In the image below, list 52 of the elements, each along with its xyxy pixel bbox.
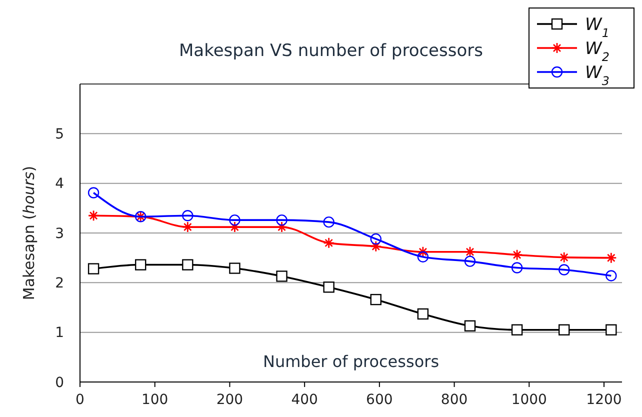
point	[464, 246, 476, 258]
point	[276, 270, 288, 282]
point	[229, 221, 240, 233]
legend-label: W$_{2}$	[585, 38, 610, 64]
point	[417, 308, 429, 320]
point	[229, 262, 240, 274]
point	[323, 237, 335, 249]
point	[88, 210, 100, 222]
y-tick-label: 3	[55, 226, 64, 242]
y-axis-title: Makesapn (hours)	[20, 166, 38, 300]
point	[182, 210, 194, 222]
point	[511, 249, 523, 261]
point	[370, 294, 382, 306]
point	[606, 270, 617, 282]
point	[511, 262, 523, 274]
point	[88, 263, 100, 274]
point	[229, 214, 240, 226]
point	[88, 187, 100, 198]
point	[182, 259, 194, 270]
text: 400	[291, 392, 318, 408]
text: 800	[440, 392, 468, 408]
legend-label: W$_{3}$	[585, 62, 610, 88]
point	[464, 320, 476, 332]
point	[606, 324, 617, 336]
y-tick-label: 0	[55, 374, 64, 391]
text: 1200	[586, 392, 622, 408]
point	[135, 259, 146, 270]
legend-label: W$_{1}$	[585, 14, 610, 40]
text: 1000	[511, 392, 547, 408]
point	[182, 221, 194, 233]
y-tick-label: 5	[55, 126, 64, 143]
point	[276, 214, 288, 226]
y-tick-label: 4	[55, 176, 64, 192]
point	[417, 246, 429, 258]
text: 0	[76, 392, 84, 408]
text: 600	[366, 392, 393, 408]
point	[558, 264, 570, 276]
point	[558, 324, 570, 336]
y-tick-label: 2	[55, 276, 64, 292]
point	[276, 221, 288, 233]
point	[511, 324, 523, 336]
y-tick-label: 1	[55, 325, 64, 342]
x-axis-title: Number of processors	[262, 352, 440, 371]
point	[417, 251, 429, 262]
point	[323, 216, 334, 228]
point	[464, 256, 476, 267]
text: 200	[216, 392, 244, 408]
chart-title: Makespan VS number of processors	[179, 41, 484, 61]
point	[370, 240, 382, 252]
point	[323, 282, 334, 293]
text: 100	[141, 392, 168, 408]
point	[370, 233, 382, 245]
